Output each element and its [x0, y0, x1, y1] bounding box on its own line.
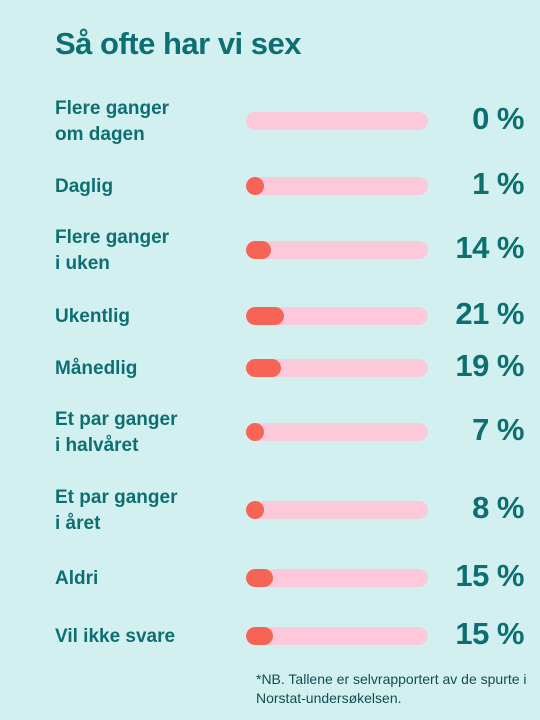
bar-track	[246, 359, 428, 377]
bar-label: Ukentlig	[55, 306, 130, 327]
bar-label: Aldri	[55, 568, 99, 589]
bar-label: Flere ganger om dagen	[55, 98, 170, 145]
bar-track	[246, 423, 428, 441]
bar-label: Daglig	[55, 176, 114, 197]
bar-value-label: 0 %	[472, 101, 524, 136]
bar-value-label: 7 %	[472, 412, 524, 447]
bar-value-label: 1 %	[472, 166, 524, 201]
bar-value-label: 8 %	[472, 490, 524, 525]
bar	[246, 501, 264, 519]
bar-track	[246, 177, 428, 195]
chart-title: Så ofte har vi sex	[55, 26, 302, 61]
bar-track	[246, 627, 428, 645]
bar-track	[246, 241, 428, 259]
bar-label: Flere ganger i uken	[55, 227, 170, 274]
footnote: *NB. Tallene er selvrapportert av de spu…	[256, 671, 527, 706]
bar-label: Månedlig	[55, 358, 138, 379]
bar-value-label: 19 %	[455, 348, 524, 383]
bar-label: Et par ganger i halvåret	[55, 409, 178, 456]
bar-value-label: 14 %	[455, 230, 524, 265]
bar	[246, 627, 274, 645]
bar	[246, 569, 274, 587]
bar	[246, 177, 264, 195]
bar	[246, 423, 264, 441]
bar-label: Et par ganger i året	[55, 487, 178, 534]
bar-value-label: 15 %	[455, 616, 524, 651]
bar-label: Vil ikke svare	[55, 626, 176, 647]
bar	[246, 359, 281, 377]
bar-track	[246, 501, 428, 519]
bar	[246, 241, 272, 259]
bar-value-label: 15 %	[455, 558, 524, 593]
bar	[246, 307, 285, 325]
bar-track	[246, 112, 428, 130]
bar-track	[246, 307, 428, 325]
bar-value-label: 21 %	[455, 296, 524, 331]
bar-track	[246, 569, 428, 587]
